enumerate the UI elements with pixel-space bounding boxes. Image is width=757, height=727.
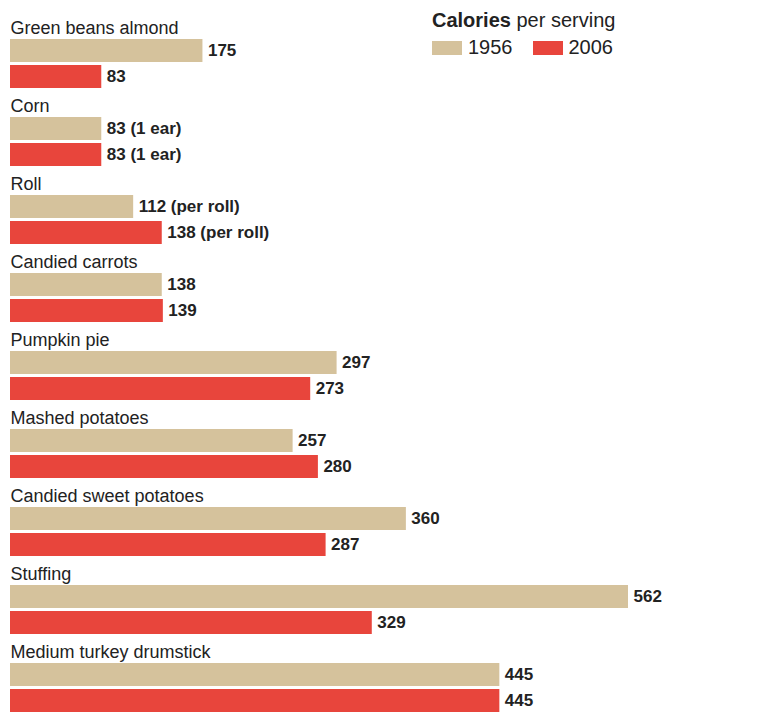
html-text:2006: 2006 — [568, 36, 613, 58]
svg-text:Pumpkin pie: Pumpkin pie — [11, 330, 110, 350]
svg-text:83 (1 ear): 83 (1 ear) — [107, 119, 182, 138]
svg-text:175: 175 — [208, 41, 236, 60]
svg-text:Stuffing: Stuffing — [11, 564, 72, 584]
svg-text:329: 329 — [377, 613, 405, 632]
svg-text:Mashed potatoes: Mashed potatoes — [11, 408, 149, 428]
svg-text:Candied carrots: Candied carrots — [11, 252, 138, 272]
svg-text:Corn: Corn — [11, 96, 50, 116]
svg-text:83: 83 — [107, 67, 126, 86]
svg-text:138: 138 — [167, 275, 195, 294]
svg-text:83 (1 ear): 83 (1 ear) — [107, 145, 182, 164]
svg-text:257: 257 — [298, 431, 326, 450]
svg-text:273: 273 — [316, 379, 344, 398]
svg-text:112 (per roll): 112 (per roll) — [139, 197, 240, 216]
svg-text:562: 562 — [634, 587, 662, 606]
svg-text:445: 445 — [505, 691, 533, 710]
svg-text:287: 287 — [331, 535, 359, 554]
svg-text:Candied sweet potatoes: Candied sweet potatoes — [11, 486, 204, 506]
html-text:Calories per serving: Calories per serving — [432, 9, 616, 31]
svg-text:Roll: Roll — [11, 174, 42, 194]
svg-text:445: 445 — [505, 665, 533, 684]
svg-text:360: 360 — [411, 509, 439, 528]
svg-text:138 (per roll): 138 (per roll) — [167, 223, 269, 242]
svg-text:139: 139 — [168, 301, 196, 320]
html-text:1956: 1956 — [468, 36, 513, 58]
svg-text:Medium turkey drumstick: Medium turkey drumstick — [11, 642, 212, 662]
svg-text:Green beans almond: Green beans almond — [11, 18, 179, 38]
svg-text:297: 297 — [342, 353, 370, 372]
svg-text:280: 280 — [323, 457, 351, 476]
